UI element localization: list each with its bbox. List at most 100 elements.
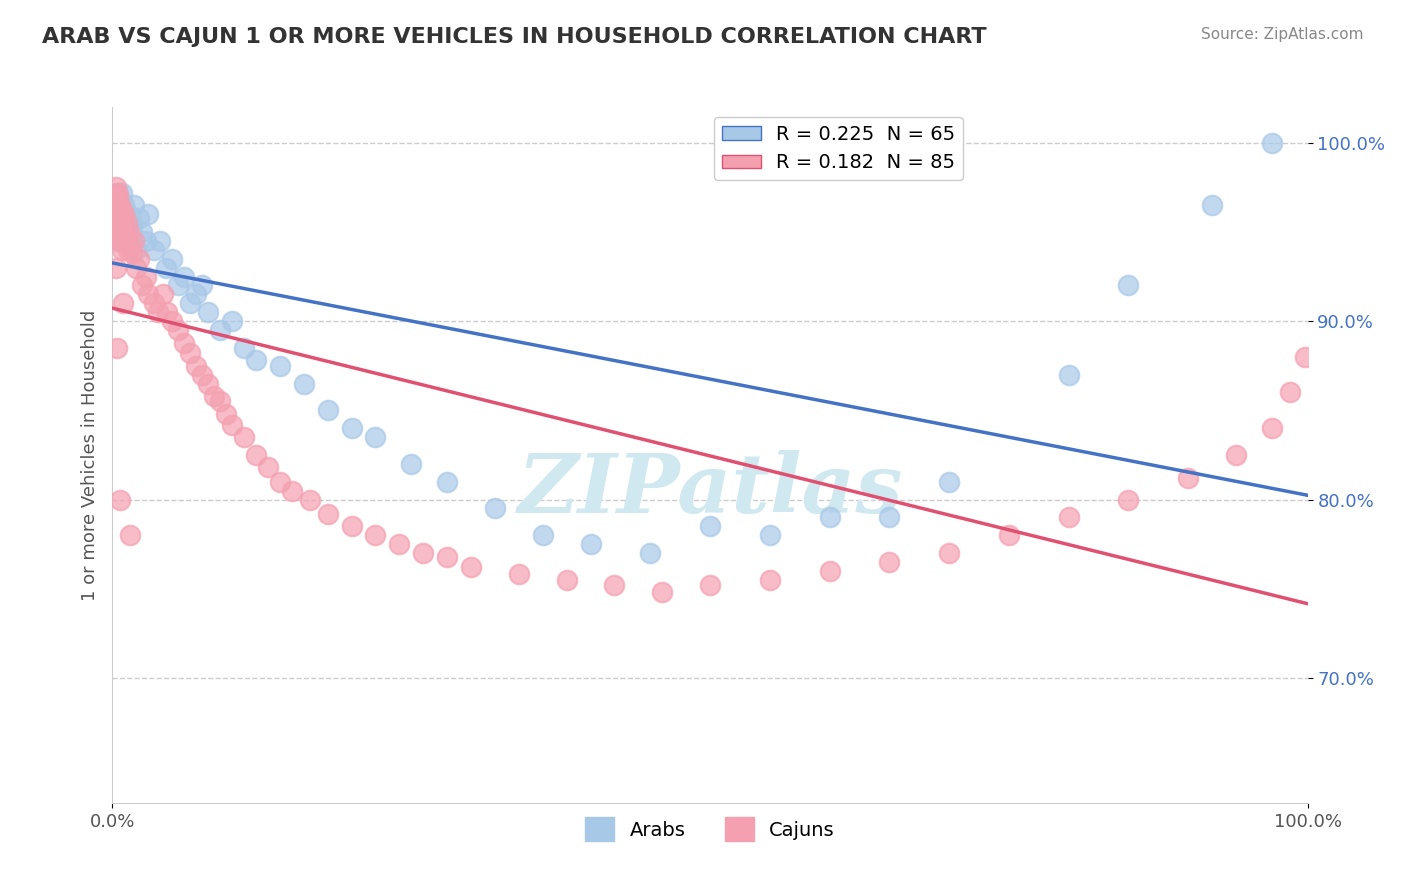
- Point: [111, 203, 134, 218]
- Point: [108, 492, 131, 507]
- Point: [131, 225, 153, 239]
- Point: [135, 234, 157, 248]
- Point: [938, 475, 960, 489]
- Point: [107, 207, 129, 221]
- Point: [155, 260, 177, 275]
- Point: [269, 475, 291, 489]
- Point: [122, 234, 145, 248]
- Point: [173, 269, 195, 284]
- Point: [105, 203, 128, 218]
- Point: [105, 211, 128, 225]
- Point: [108, 193, 131, 207]
- Point: [114, 234, 136, 248]
- Point: [436, 475, 458, 489]
- Point: [162, 252, 183, 266]
- Point: [152, 287, 174, 301]
- Point: [115, 234, 138, 248]
- Point: [364, 528, 387, 542]
- Point: [138, 287, 160, 301]
- Point: [117, 243, 139, 257]
- Point: [233, 341, 256, 355]
- Point: [759, 573, 782, 587]
- Point: [105, 186, 128, 200]
- Point: [1261, 421, 1284, 435]
- Point: [245, 448, 267, 462]
- Text: ZIPatlas: ZIPatlas: [517, 450, 903, 530]
- Point: [202, 389, 225, 403]
- Point: [460, 560, 482, 574]
- Point: [114, 211, 136, 225]
- Point: [1278, 385, 1301, 400]
- Point: [555, 573, 578, 587]
- Point: [105, 211, 128, 225]
- Point: [128, 211, 150, 225]
- Point: [1057, 368, 1080, 382]
- Text: ARAB VS CAJUN 1 OR MORE VEHICLES IN HOUSEHOLD CORRELATION CHART: ARAB VS CAJUN 1 OR MORE VEHICLES IN HOUS…: [42, 27, 987, 46]
- Point: [114, 207, 135, 221]
- Point: [105, 211, 128, 225]
- Text: Source: ZipAtlas.com: Source: ZipAtlas.com: [1201, 27, 1364, 42]
- Point: [269, 359, 291, 373]
- Point: [197, 376, 219, 391]
- Point: [818, 510, 841, 524]
- Point: [112, 207, 135, 221]
- Point: [1118, 492, 1140, 507]
- Point: [257, 460, 280, 475]
- Point: [364, 430, 387, 444]
- Point: [603, 578, 626, 592]
- Point: [508, 567, 530, 582]
- Point: [105, 341, 128, 355]
- Point: [104, 189, 127, 203]
- Point: [149, 234, 172, 248]
- Point: [107, 234, 129, 248]
- Point: [120, 239, 142, 253]
- Point: [651, 585, 673, 599]
- Point: [107, 207, 129, 221]
- Point: [1057, 510, 1080, 524]
- Point: [125, 260, 148, 275]
- Point: [105, 193, 128, 207]
- Point: [162, 314, 183, 328]
- Point: [110, 225, 132, 239]
- Point: [340, 421, 363, 435]
- Point: [1261, 136, 1284, 150]
- Point: [121, 246, 143, 260]
- Point: [191, 368, 214, 382]
- Point: [245, 353, 267, 368]
- Point: [138, 207, 160, 221]
- Point: [879, 510, 901, 524]
- Point: [114, 198, 135, 212]
- Point: [104, 216, 127, 230]
- Point: [108, 198, 131, 212]
- Point: [209, 323, 232, 337]
- Point: [167, 323, 190, 337]
- Point: [125, 243, 148, 257]
- Point: [143, 296, 166, 310]
- Point: [191, 278, 214, 293]
- Point: [167, 278, 190, 293]
- Point: [122, 198, 145, 212]
- Point: [1201, 198, 1223, 212]
- Point: [120, 528, 142, 542]
- Point: [221, 314, 243, 328]
- Point: [388, 537, 411, 551]
- Point: [316, 403, 339, 417]
- Point: [105, 189, 128, 203]
- Point: [118, 225, 141, 239]
- Point: [108, 234, 131, 248]
- Point: [117, 207, 139, 221]
- Point: [111, 211, 134, 225]
- Point: [818, 564, 841, 578]
- Point: [120, 216, 142, 230]
- Point: [640, 546, 662, 560]
- Point: [1225, 448, 1247, 462]
- Point: [197, 305, 219, 319]
- Point: [103, 207, 125, 221]
- Point: [1118, 278, 1140, 293]
- Point: [110, 225, 132, 239]
- Point: [298, 492, 321, 507]
- Point: [1294, 350, 1316, 364]
- Point: [281, 483, 304, 498]
- Point: [938, 546, 960, 560]
- Point: [401, 457, 423, 471]
